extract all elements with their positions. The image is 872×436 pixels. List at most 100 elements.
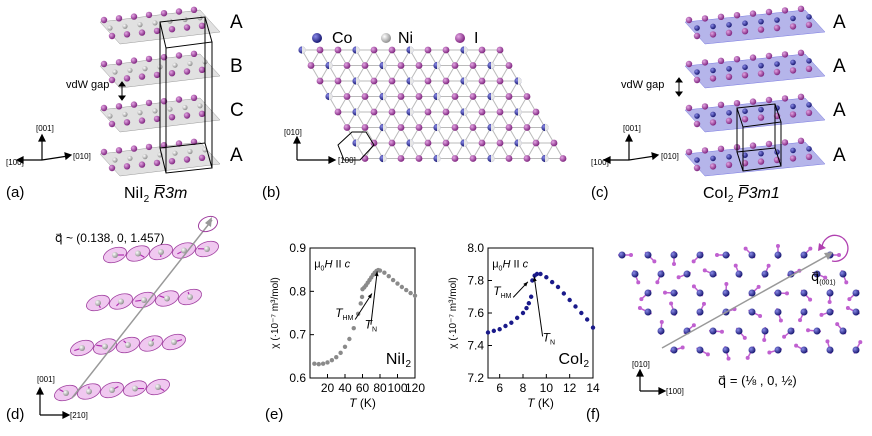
chart-1: 6 8 10 12 14 7.2 7.4 7.6 7.8 8.0 CoI2 T (K) χ (·10⁻⁷… [448, 241, 600, 410]
data-point [334, 355, 339, 360]
data-point [320, 361, 326, 366]
iodine-site [496, 108, 504, 116]
iodine-site [361, 155, 369, 162]
iodine-site [442, 46, 450, 54]
spin-site [162, 333, 186, 351]
spin-site [631, 270, 641, 285]
spin-site [839, 270, 849, 285]
axis-010-label: [010] [284, 128, 302, 137]
axis-100-label: [100] [338, 156, 356, 165]
data-point [538, 271, 543, 277]
iodine-site [361, 124, 369, 131]
data-point [514, 315, 520, 321]
compound-name: CoI2 P̅3m1 [703, 185, 780, 206]
axis-210-label: [210] [70, 411, 88, 420]
panel-label: (d) [6, 406, 25, 423]
q-vector-equation: q⃗ = (⅛ , 0, ½) [718, 373, 797, 388]
axis-001-label: [001] [623, 124, 641, 133]
data-point [342, 344, 348, 349]
iodine-site [469, 62, 477, 69]
field-annotation: μ0H II c [314, 259, 350, 273]
stacking-letter: C [230, 100, 244, 121]
spin-site [77, 383, 101, 400]
iodine-site [424, 108, 432, 116]
panel-b: Co Ni I [010] [100] (b) [262, 0, 570, 215]
spin-site [691, 284, 704, 297]
iodine-site [496, 139, 504, 147]
y-tick-label: 7.4 [467, 339, 484, 353]
data-point [567, 297, 572, 303]
iodine-site [478, 108, 486, 116]
y-tick-label: 0.8 [289, 284, 306, 298]
thm-annotation: THM [335, 306, 353, 322]
x-tick-label: 20 [321, 381, 335, 395]
axis-001-label: [001] [37, 375, 55, 384]
iodine-site [316, 77, 324, 85]
iodine-site [505, 155, 513, 162]
tn-annotation: TN [543, 331, 555, 347]
spin-site [745, 346, 756, 360]
iodine-site [469, 155, 477, 162]
spin-site [774, 307, 783, 323]
stacking-letter: A [833, 100, 846, 121]
spin-site [819, 308, 835, 317]
spin-site [715, 251, 731, 259]
panel-label: (f) [586, 406, 601, 423]
iodine-site [424, 46, 432, 54]
spin-site [748, 308, 763, 318]
y-tick-label: 8.0 [467, 241, 484, 255]
iodine-site [361, 62, 369, 69]
spin-site [86, 294, 110, 312]
structure-layer [684, 137, 826, 177]
iodine-site [451, 62, 459, 69]
x-tick-label: 40 [338, 381, 352, 395]
spin-site [644, 251, 657, 264]
legend-ni: Ni [398, 30, 414, 47]
spin-site [813, 270, 828, 280]
data-point [390, 277, 396, 283]
iodine-site [559, 155, 567, 162]
axis-100-label: [100] [591, 158, 609, 167]
iodine-site [496, 46, 504, 54]
axis-001-label: [001] [36, 124, 54, 133]
axis-010-label: [010] [73, 152, 91, 161]
stacking-letter: A [230, 145, 243, 166]
thm-annotation: THM [493, 284, 511, 300]
spin-site [146, 378, 170, 396]
spin-site [676, 270, 691, 280]
spin-site [172, 242, 196, 259]
data-point [358, 301, 363, 306]
panel-label: (e) [265, 406, 284, 423]
spin-site [70, 339, 94, 357]
annotation-arrow [354, 293, 373, 320]
spin-site [735, 327, 747, 340]
stacking-letter: A [833, 145, 846, 166]
iodine-site [343, 62, 351, 69]
iodine-site [307, 62, 315, 69]
spin-site [639, 289, 652, 302]
iodine-site [388, 139, 396, 147]
data-point [497, 327, 502, 332]
x-tick-label: 10 [540, 381, 554, 395]
iodine-site [334, 77, 342, 85]
data-point [408, 290, 413, 296]
spin-site [669, 301, 678, 317]
panel-a: A B C A vdW gap [001] [100] [010] (a) Ni… [0, 0, 260, 215]
x-tick-label: 12 [563, 381, 577, 395]
data-point [404, 287, 409, 293]
spin-site [761, 326, 769, 342]
spin-site [774, 244, 782, 260]
iodine-site [532, 139, 540, 147]
x-axis-label: T (K) [349, 396, 376, 410]
data-point [386, 273, 391, 279]
spin-site [773, 289, 789, 297]
spin-helix-top-view [618, 234, 863, 395]
iodine-site [370, 77, 378, 85]
spin-site [637, 306, 652, 316]
spin-site [743, 246, 756, 259]
spin-site [794, 343, 808, 354]
iodine-site [496, 77, 504, 85]
structure-layer [684, 49, 826, 89]
